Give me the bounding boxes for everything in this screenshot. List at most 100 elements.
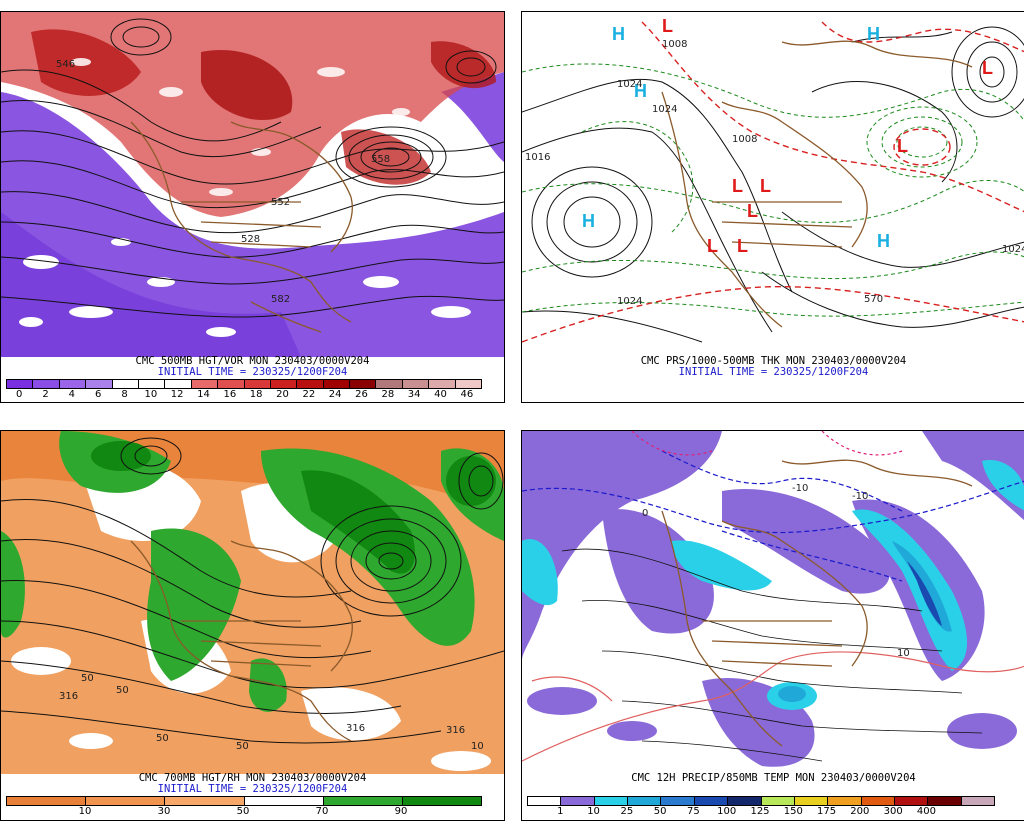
temp-label: -10 (792, 483, 808, 494)
isobar-label: 1016 (525, 152, 550, 163)
colorbar-tick-label: 200 (850, 806, 870, 817)
colorbar-swatch (297, 380, 324, 388)
colorbar-tick-label: 18 (249, 389, 263, 400)
colorbar-tick-label: 14 (197, 389, 210, 400)
high-pressure-label: H (582, 211, 595, 231)
panel-caption: CMC 500MB HGT/VOR MON 230403/0000V204 IN… (1, 356, 504, 378)
high-pressure-label: H (877, 231, 890, 251)
colorbar-tick-label: 46 (460, 389, 474, 400)
colorbar-swatch (218, 380, 245, 388)
colorbar-swatch (138, 380, 166, 388)
temp-label: -10 (852, 491, 868, 502)
colorbar-swatch (86, 380, 113, 388)
colorbar-tick-label: 90 (394, 806, 408, 817)
isobar-label: 1008 (662, 39, 687, 50)
colorbar-tick-label: 150 (783, 806, 803, 817)
colorbar-swatch (894, 797, 929, 805)
colorbar-swatch (402, 797, 482, 805)
colorbar-tick-label: 6 (94, 389, 102, 400)
colorbar-swatch (33, 380, 60, 388)
colorbar-tick-label: 24 (328, 389, 342, 400)
colorbar-swatch (828, 797, 862, 805)
colorbar-ticks: 0 2 4 6 8 10 12 14 16 18 20 22 24 26 28 34 40 46 (6, 389, 480, 401)
colorbar-swatch (7, 380, 34, 388)
colorbar-tick-label: 28 (381, 389, 395, 400)
map-pressure-thickness: H H H H H L L L L L L L L 1024 1024 1024… (522, 12, 1024, 357)
colorbar-swatch (628, 797, 662, 805)
panel-caption: CMC 700MB HGT/RH MON 230403/0000V204 INI… (1, 773, 504, 795)
caption-init-time: INITIAL TIME = 230325/1200F204 (157, 783, 348, 795)
colorbar-tick-label: 16 (223, 389, 237, 400)
colorbar-swatch (761, 797, 795, 805)
rh-label: 50 (116, 685, 129, 696)
contour-label: 528 (241, 234, 260, 245)
colorbar-swatch (270, 380, 298, 388)
colorbar-humidity (6, 796, 482, 806)
thickness-label: 570 (864, 294, 883, 305)
colorbar-tick-label: 8 (121, 389, 128, 400)
colorbar-tick-label: 4 (68, 389, 76, 400)
colorbar-ticks: 10 30 50 70 90 (6, 806, 480, 818)
colorbar-tick-label: 20 (276, 389, 289, 400)
colorbar-tick-label: 10 (78, 806, 92, 817)
colorbar-swatch (528, 797, 562, 805)
colorbar-tick-label: 100 (717, 806, 737, 817)
rh-label: 50 (236, 741, 249, 752)
colorbar-swatch (323, 797, 403, 805)
panel-caption: CMC 12H PRECIP/850MB TEMP MON 230403/000… (522, 773, 1024, 784)
colorbar-swatch (694, 797, 729, 805)
high-pressure-label: H (867, 24, 880, 44)
colorbar-swatch (728, 797, 762, 805)
colorbar-swatch (961, 797, 995, 805)
isobar-label: 1024 (1002, 244, 1024, 255)
colorbar-swatch (350, 380, 377, 388)
rh-label: 50 (156, 733, 169, 744)
high-pressure-label: H (612, 24, 625, 44)
caption-init-time: INITIAL TIME = 230325/1200F204 (678, 366, 869, 378)
colorbar-tick-label: 70 (315, 806, 329, 817)
caption-title: CMC 12H PRECIP/850MB TEMP MON 230403/000… (631, 772, 916, 784)
colorbar-swatch (928, 797, 962, 805)
rh-label: 50 (81, 673, 94, 684)
panel-caption: CMC PRS/1000-500MB THK MON 230403/0000V2… (522, 356, 1024, 378)
panel-700mb-hgt-rh: 50 50 316 316 316 50 10 50 CMC 700MB HGT… (0, 430, 505, 821)
colorbar-swatch (59, 380, 87, 388)
panel-500mb-hgt-vor: 546 528 552 582 558 CMC 500MB HGT/VOR MO… (0, 11, 505, 403)
colorbar-swatch (112, 380, 139, 388)
colorbar-tick-label: 40 (434, 389, 447, 400)
colorbar-swatch (561, 797, 595, 805)
colorbar-tick-label: 400 (916, 806, 936, 817)
low-pressure-label: L (732, 176, 743, 196)
colorbar-swatch (244, 380, 271, 388)
colorbar-swatch (402, 380, 430, 388)
colorbar-tick-label: 26 (355, 389, 368, 400)
low-pressure-label: L (897, 136, 908, 156)
map-700mb-humidity: 50 50 316 316 316 50 10 50 (1, 431, 504, 774)
colorbar-tick-label: 25 (620, 806, 634, 817)
low-pressure-label: L (707, 236, 718, 256)
height-label: 316 (346, 723, 365, 734)
contour-label: 552 (271, 197, 290, 208)
isobar-label: 1024 (652, 104, 677, 115)
colorbar-swatch (244, 797, 324, 805)
colorbar-tick-label: 300 (883, 806, 903, 817)
colorbar-tick-label: 1 (557, 806, 564, 817)
colorbar-tick-label: 175 (817, 806, 837, 817)
colorbar-swatch (86, 797, 166, 805)
colorbar-tick-label: 2 (42, 389, 49, 400)
low-pressure-label: L (662, 16, 673, 36)
colorbar-swatch (323, 380, 351, 388)
caption-title: CMC 500MB HGT/VOR MON 230403/0000V204 (135, 355, 370, 367)
low-pressure-label: L (747, 201, 758, 221)
colorbar-swatch (861, 797, 895, 805)
colorbar-swatch (191, 380, 219, 388)
colorbar-tick-label: 22 (302, 389, 316, 400)
height-label: 316 (446, 725, 465, 736)
colorbar-tick-label: 34 (407, 389, 421, 400)
colorbar-tick-label: 0 (15, 389, 23, 400)
isobar-label: 1024 (617, 79, 642, 90)
colorbar-tick-label: 75 (687, 806, 700, 817)
colorbar-tick-label: 125 (750, 806, 770, 817)
colorbar-tick-label: 10 (144, 389, 158, 400)
colorbar-precip (527, 796, 995, 806)
